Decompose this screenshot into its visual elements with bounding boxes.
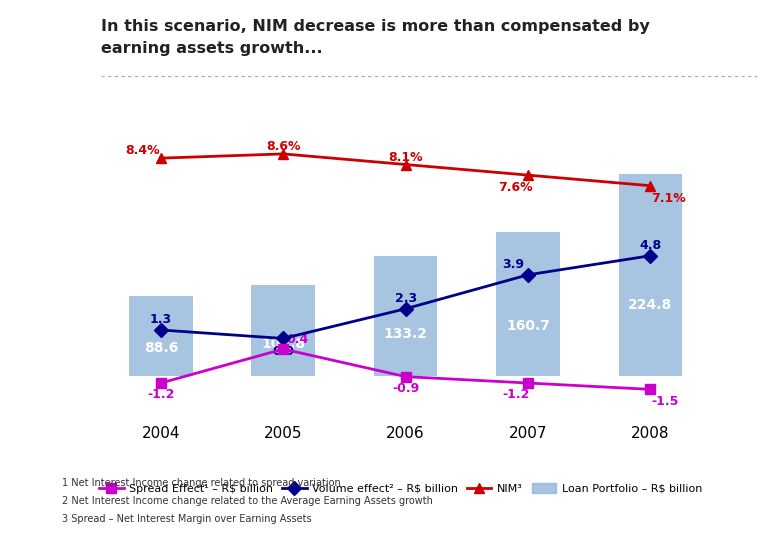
Text: 160.7: 160.7 bbox=[506, 319, 550, 333]
Text: 8.1%: 8.1% bbox=[388, 151, 423, 164]
Text: 133.2: 133.2 bbox=[384, 327, 427, 341]
Text: 7.1%: 7.1% bbox=[651, 192, 686, 205]
Text: 2 Net Interest Income change related to the Average Earning Assets growth: 2 Net Interest Income change related to … bbox=[62, 496, 433, 506]
Text: -1.5: -1.5 bbox=[651, 395, 679, 408]
Text: 101.8: 101.8 bbox=[261, 337, 305, 351]
Text: -0.9: -0.9 bbox=[392, 382, 419, 395]
Text: -1.2: -1.2 bbox=[147, 388, 175, 401]
Text: 4.8: 4.8 bbox=[640, 239, 661, 252]
Text: 3.9: 3.9 bbox=[502, 258, 524, 271]
Text: 2.3: 2.3 bbox=[395, 292, 417, 305]
Text: 8.4%: 8.4% bbox=[126, 144, 160, 157]
Bar bbox=[374, 256, 438, 376]
Bar bbox=[129, 296, 193, 376]
Text: 3 Spread – Net Interest Margin over Earning Assets: 3 Spread – Net Interest Margin over Earn… bbox=[62, 514, 312, 524]
Text: In this scenario, NIM decrease is more than compensated by: In this scenario, NIM decrease is more t… bbox=[101, 19, 651, 34]
Bar bbox=[619, 174, 682, 376]
Text: 0.9: 0.9 bbox=[272, 345, 294, 357]
Legend: Spread Effect¹ – R$ billion, Volume effect² – R$ billion, NIM³, Loan Portfolio –: Spread Effect¹ – R$ billion, Volume effe… bbox=[95, 479, 707, 498]
Bar bbox=[496, 232, 560, 376]
Text: 0.4: 0.4 bbox=[287, 333, 309, 346]
Text: earning assets growth...: earning assets growth... bbox=[101, 40, 323, 56]
Text: 1 Net Interest Income change related to spread variation: 1 Net Interest Income change related to … bbox=[62, 478, 341, 488]
Text: 7.6%: 7.6% bbox=[498, 181, 533, 194]
Text: 88.6: 88.6 bbox=[144, 341, 178, 355]
Text: -1.2: -1.2 bbox=[502, 388, 530, 401]
Text: 224.8: 224.8 bbox=[628, 299, 672, 312]
Text: 8.6%: 8.6% bbox=[266, 140, 300, 153]
Text: 1.3: 1.3 bbox=[150, 313, 172, 326]
Bar bbox=[251, 285, 315, 376]
